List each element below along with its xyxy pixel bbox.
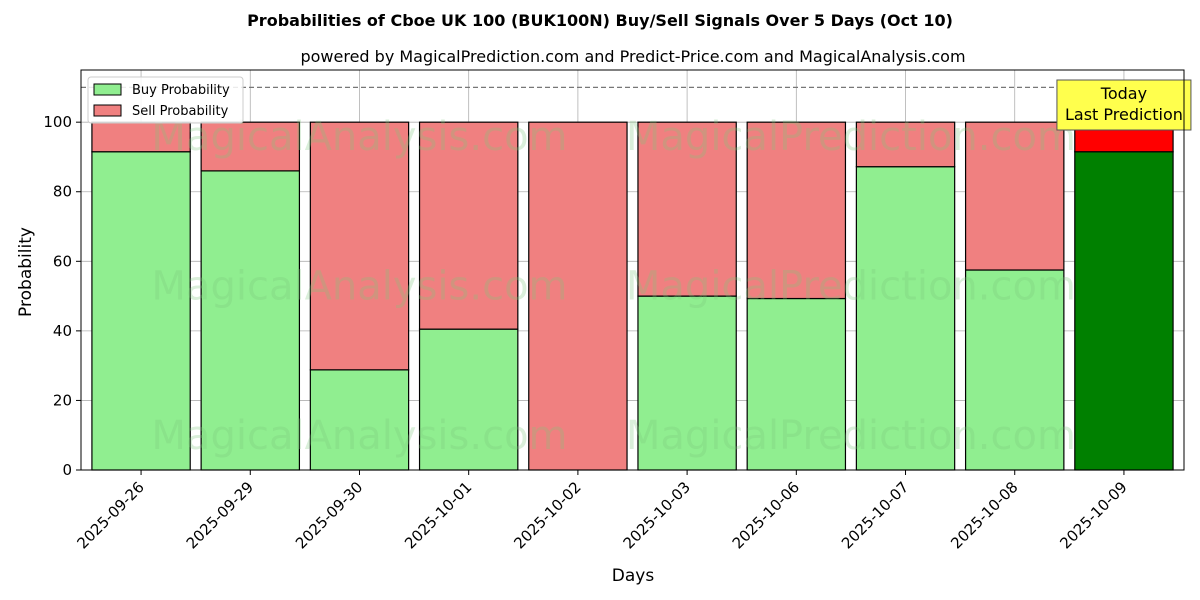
sell-bar [418, 121, 519, 330]
chart-title: Probabilities of Cboe UK 100 (BUK100N) B… [247, 11, 953, 30]
sell-bar [746, 121, 847, 300]
plot-area: MagicalAnalysis.com MagicalPrediction.com… [43, 69, 1192, 552]
sell-bar [964, 121, 1065, 271]
watermark-text: MagicalPrediction.com [626, 413, 1076, 459]
legend-swatch [93, 104, 122, 117]
x-tick-label: 2025-09-30 [292, 478, 366, 552]
watermark-text: MagicalAnalysis.com [151, 413, 567, 459]
annotation-text: Today [1100, 84, 1147, 103]
watermark-text: MagicalPrediction.com [626, 264, 1076, 310]
x-tick-label: 2025-09-29 [183, 478, 257, 552]
x-tick-label: 2025-10-01 [401, 478, 475, 552]
x-axis-label: Days [612, 566, 655, 586]
y-tick-label: 20 [53, 391, 72, 409]
legend-label: Buy Probability [132, 83, 230, 98]
x-tick-label: 2025-09-26 [74, 478, 148, 552]
buy-bar [637, 295, 737, 471]
y-tick-label: 80 [53, 183, 72, 201]
y-tick-label: 0 [62, 461, 72, 479]
sell-bar [528, 121, 628, 471]
buy-bar [91, 151, 191, 471]
watermark-text: MagicalAnalysis.com [151, 264, 567, 310]
y-axis-label: Probability [16, 227, 36, 317]
buy-bar [309, 369, 410, 471]
sell-bar [855, 121, 956, 168]
buy-bar [964, 269, 1065, 471]
sell-bar [309, 121, 410, 371]
y-tick-label: 100 [43, 113, 72, 131]
buy-bar [418, 328, 519, 471]
x-tick-label: 2025-10-06 [729, 478, 803, 552]
legend-swatch [93, 83, 122, 96]
x-tick-label: 2025-10-03 [620, 478, 694, 552]
chart-subtitle: powered by MagicalPrediction.com and Pre… [300, 47, 965, 66]
annotation-text: Last Prediction [1065, 105, 1183, 124]
watermark-text: MagicalPrediction.com [626, 114, 1076, 160]
x-tick-label: 2025-10-09 [1056, 478, 1130, 552]
sell-bar [200, 121, 301, 172]
sell-bar [637, 121, 737, 297]
buy-bar [855, 166, 956, 471]
legend-label: Sell Probability [132, 104, 229, 119]
annotation-box [1056, 79, 1192, 131]
legend-box [87, 76, 244, 124]
x-tick-label: 2025-10-07 [838, 478, 912, 552]
legend: Buy Probability Sell Probability [87, 76, 244, 124]
y-tick-label: 60 [53, 252, 72, 270]
plot-frame [80, 69, 1185, 471]
buy-bar [746, 297, 847, 471]
y-tick-label: 40 [53, 322, 72, 340]
buy-bar [1074, 151, 1174, 471]
x-tick-label: 2025-10-02 [510, 478, 584, 552]
x-tick-label: 2025-10-08 [947, 478, 1021, 552]
